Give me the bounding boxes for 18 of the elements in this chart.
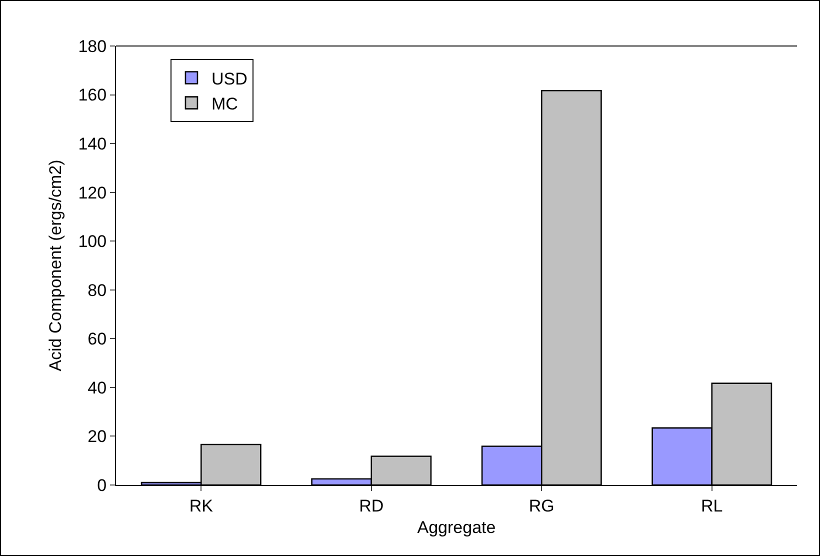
y-tick-label: 160 xyxy=(78,86,107,105)
y-tick-label: 0 xyxy=(97,476,107,495)
x-tick-label: RL xyxy=(701,496,723,516)
y-tick-label: 180 xyxy=(78,36,107,56)
x-axis-title: Aggregate xyxy=(417,518,496,537)
y-tick-label: 20 xyxy=(88,427,107,446)
legend-label: MC xyxy=(211,94,238,114)
x-tick-label: RD xyxy=(359,496,384,516)
y-axis-title: Acid Component (ergs/cm2) xyxy=(46,160,65,372)
y-tick-label: 80 xyxy=(88,280,107,300)
legend-label: USD xyxy=(211,69,248,88)
y-tick-label: 40 xyxy=(88,378,107,398)
y-tick-label: 140 xyxy=(78,134,107,154)
y-tick-label: 100 xyxy=(78,232,107,252)
y-tick-label: 120 xyxy=(78,183,107,202)
x-tick-label: RK xyxy=(189,496,214,516)
x-tick-label: RG xyxy=(528,496,554,516)
y-tick-label: 60 xyxy=(88,330,107,349)
